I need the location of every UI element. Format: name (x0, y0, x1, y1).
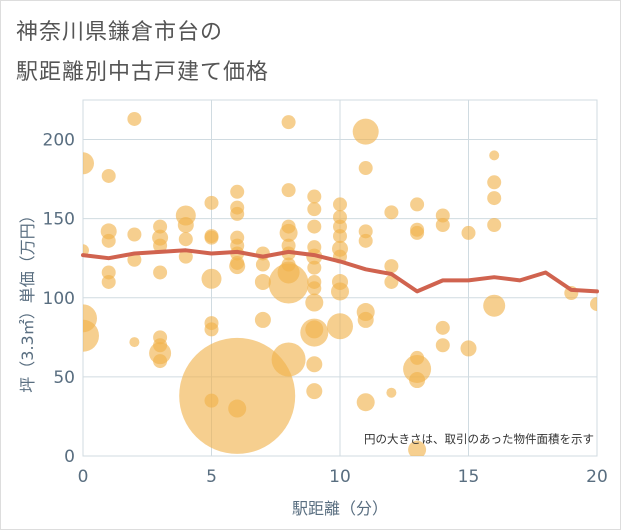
x-tick-label: 5 (206, 467, 217, 487)
trend-line (81, 248, 599, 294)
data-bubble (127, 111, 142, 126)
data-bubble (204, 322, 219, 337)
data-bubble (435, 338, 450, 353)
y-tick-label: 150 (43, 210, 75, 230)
data-bubble (461, 225, 476, 240)
data-bubble (230, 206, 245, 221)
trend-layer (81, 248, 599, 294)
data-bubble (489, 150, 500, 161)
data-bubble (281, 183, 296, 198)
data-bubble (352, 118, 379, 145)
data-bubble (178, 249, 193, 264)
data-bubble (201, 268, 222, 289)
data-bubble (487, 217, 502, 232)
data-bubble (129, 337, 140, 348)
data-bubble (271, 342, 306, 377)
data-bubble (357, 311, 374, 328)
bubble-layer (83, 111, 597, 456)
data-bubble (279, 223, 298, 242)
data-bubble (101, 233, 116, 248)
data-bubble (83, 152, 94, 175)
data-bubble (204, 230, 219, 245)
data-bubble (307, 260, 322, 275)
data-bubble (306, 356, 323, 373)
x-tick-label: 15 (458, 467, 480, 487)
data-bubble (178, 232, 193, 247)
y-axis-label: 坪（3.3㎡）単価（万円） (18, 207, 37, 392)
data-bubble (305, 293, 324, 312)
data-bubble (306, 383, 323, 400)
data-bubble (281, 115, 296, 130)
x-tick-label: 0 (78, 467, 89, 487)
data-bubble (409, 372, 426, 389)
data-bubble (483, 294, 506, 317)
data-bubble (307, 202, 322, 217)
chart-title-line-2: 駅距離別中古戸建て価格 (16, 60, 270, 85)
chart-title-line-1: 神奈川県鎌倉市台の (16, 20, 224, 45)
data-bubble (83, 319, 99, 352)
data-bubble (153, 238, 168, 253)
data-bubble (254, 311, 271, 328)
x-tick-label: 20 (586, 467, 608, 487)
data-bubble (460, 340, 477, 357)
data-bubble (179, 337, 296, 454)
data-bubble (127, 252, 142, 267)
data-bubble (327, 313, 353, 340)
data-bubble (307, 281, 322, 296)
data-bubble (358, 161, 373, 176)
y-tick-label: 100 (43, 289, 75, 309)
data-bubble (255, 257, 270, 272)
data-bubble (358, 233, 373, 248)
data-bubble (153, 354, 168, 369)
data-bubble (333, 229, 347, 244)
x-axis-label: 駅距離（分） (292, 499, 388, 518)
data-bubble (384, 259, 399, 274)
data-bubble (487, 175, 502, 190)
data-bubble (229, 258, 246, 275)
data-bubble (408, 440, 427, 456)
data-bubble (410, 197, 425, 212)
data-bubble (254, 273, 271, 290)
data-bubble (333, 197, 347, 212)
data-bubble (153, 219, 168, 234)
data-bubble (307, 189, 322, 204)
data-bubble (230, 184, 245, 199)
data-bubble (153, 265, 168, 280)
data-bubble (228, 399, 247, 418)
data-bubble (101, 274, 116, 289)
data-bubble (410, 225, 425, 240)
data-bubble (386, 387, 397, 398)
data-bubble (403, 354, 432, 383)
data-bubble (307, 219, 322, 234)
y-tick-label: 0 (64, 447, 75, 467)
data-bubble (435, 217, 450, 232)
y-tick-label: 50 (53, 368, 75, 388)
data-bubble (435, 320, 450, 335)
data-bubble (177, 216, 194, 233)
data-bubble (101, 168, 116, 183)
data-bubble (204, 195, 219, 210)
data-bubble (331, 282, 349, 301)
data-bubble (268, 263, 309, 304)
y-tick-label: 200 (43, 131, 75, 151)
data-bubble (305, 320, 324, 339)
data-bubble (487, 191, 502, 206)
size-annotation: 円の大きさは、取引のあった物件面積を示す (364, 432, 594, 446)
data-bubble (590, 297, 597, 312)
data-bubble (127, 227, 142, 242)
x-tick-label: 10 (329, 467, 351, 487)
data-bubble (384, 205, 399, 220)
data-bubble (356, 393, 375, 412)
